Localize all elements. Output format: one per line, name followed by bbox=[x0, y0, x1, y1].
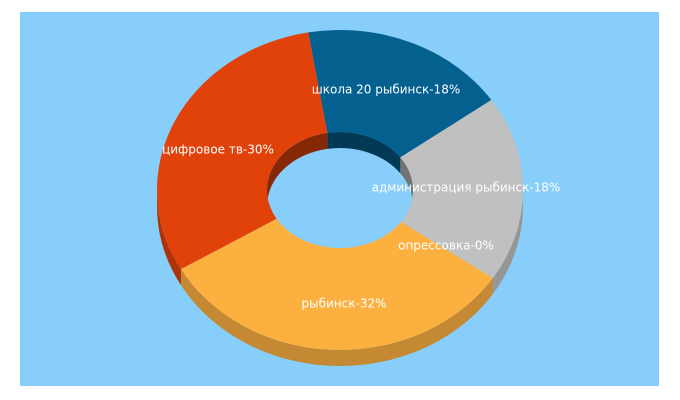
slice-3 bbox=[180, 218, 493, 350]
slice-label-1: администрация рыбинск-18% bbox=[372, 181, 561, 195]
slice-label-0: школа 20 рыбинск-18% bbox=[312, 83, 460, 97]
slice-label-3: рыбинск-32% bbox=[302, 297, 387, 311]
slice-2 bbox=[400, 220, 496, 279]
slice-4 bbox=[157, 32, 328, 270]
slice-side-1 bbox=[495, 190, 523, 290]
slice-1 bbox=[400, 100, 523, 274]
slice-side-2 bbox=[492, 273, 496, 295]
slice-label-2: опрессовка-0% bbox=[398, 239, 494, 253]
slice-label-4: цифровое тв-30% bbox=[162, 143, 274, 157]
slice-inner-wall-1 bbox=[400, 157, 413, 206]
slice-inner-wall-0 bbox=[327, 132, 401, 174]
slice-side-4 bbox=[157, 190, 181, 286]
slice-0 bbox=[308, 30, 492, 158]
slice-inner-wall-4 bbox=[267, 132, 328, 206]
slice-side-3 bbox=[180, 269, 493, 366]
